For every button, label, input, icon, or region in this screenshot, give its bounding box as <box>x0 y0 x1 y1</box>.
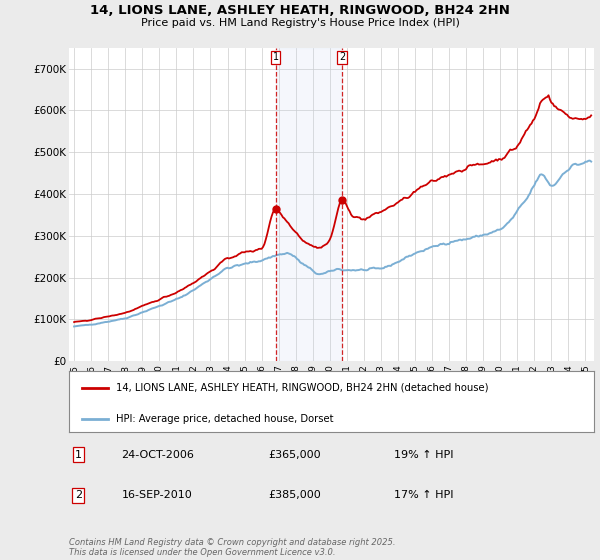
Text: Contains HM Land Registry data © Crown copyright and database right 2025.
This d: Contains HM Land Registry data © Crown c… <box>69 538 395 557</box>
Text: 2: 2 <box>75 490 82 500</box>
Text: 17% ↑ HPI: 17% ↑ HPI <box>395 490 454 500</box>
Bar <box>275 48 342 361</box>
Text: 19% ↑ HPI: 19% ↑ HPI <box>395 450 454 460</box>
Text: 14, LIONS LANE, ASHLEY HEATH, RINGWOOD, BH24 2HN: 14, LIONS LANE, ASHLEY HEATH, RINGWOOD, … <box>90 4 510 17</box>
Text: 24-OCT-2006: 24-OCT-2006 <box>121 450 194 460</box>
Text: 16-SEP-2010: 16-SEP-2010 <box>121 490 192 500</box>
Text: 1: 1 <box>272 52 278 62</box>
Text: 1: 1 <box>75 450 82 460</box>
Text: 14, LIONS LANE, ASHLEY HEATH, RINGWOOD, BH24 2HN (detached house): 14, LIONS LANE, ASHLEY HEATH, RINGWOOD, … <box>116 383 489 393</box>
Text: 2: 2 <box>339 52 345 62</box>
Text: £385,000: £385,000 <box>269 490 321 500</box>
Text: Price paid vs. HM Land Registry's House Price Index (HPI): Price paid vs. HM Land Registry's House … <box>140 18 460 28</box>
Text: HPI: Average price, detached house, Dorset: HPI: Average price, detached house, Dors… <box>116 414 334 424</box>
Text: £365,000: £365,000 <box>269 450 321 460</box>
